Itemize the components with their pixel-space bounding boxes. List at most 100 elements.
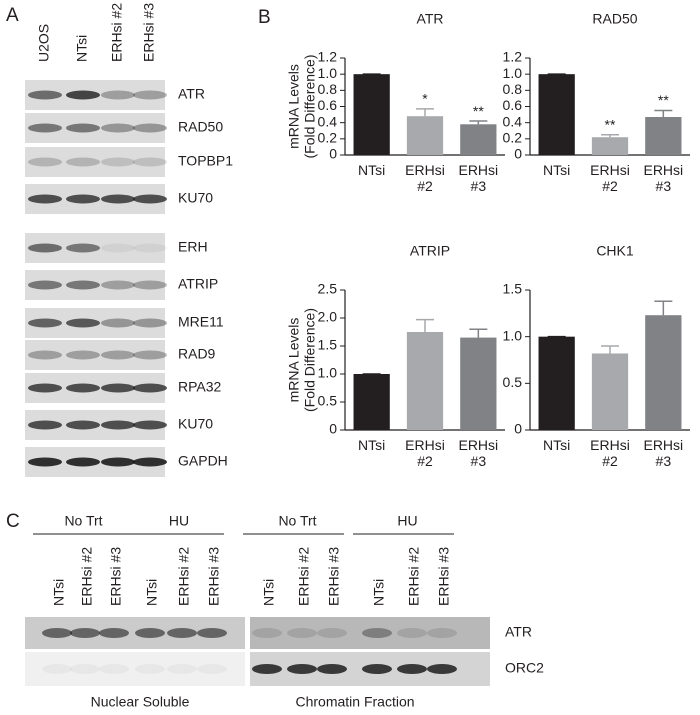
band-label: MRE11 xyxy=(178,314,224,330)
blot-band xyxy=(133,280,167,290)
blot-band xyxy=(101,157,135,167)
blot-band xyxy=(133,420,167,430)
blot-band xyxy=(101,90,135,100)
bar xyxy=(645,315,682,430)
blot-band xyxy=(317,628,347,638)
error-bar xyxy=(416,318,434,332)
blot-band xyxy=(66,123,100,133)
y-tick-label: 0 xyxy=(329,421,337,437)
blot-band xyxy=(133,194,167,204)
blot-band xyxy=(101,194,135,204)
lane-label: ERHsi #2 xyxy=(406,547,422,606)
band-label: TOPBP1 xyxy=(178,153,233,169)
blot-band xyxy=(28,194,62,204)
y-axis-label: mRNA Levels xyxy=(286,318,302,403)
blot-band xyxy=(287,628,317,638)
lane-label: ERHsi #3 xyxy=(108,547,124,606)
blot-strip xyxy=(25,652,245,686)
y-tick-label: 0.6 xyxy=(503,97,523,113)
blot-band xyxy=(133,383,167,393)
y-tick-label: 1.5 xyxy=(503,281,523,297)
blot-band xyxy=(362,664,392,674)
blot-band xyxy=(28,457,62,467)
blot-band xyxy=(427,628,457,638)
panel-label: B xyxy=(258,7,271,28)
x-tick-label: ERHsi #2 xyxy=(405,437,445,469)
blot-band xyxy=(101,457,135,467)
significance-mark: ** xyxy=(658,92,669,108)
blot-band xyxy=(28,280,62,290)
lane-label: ERHsi #2 xyxy=(176,547,192,606)
band-label: RPA32 xyxy=(178,379,222,395)
blot-band xyxy=(135,628,165,638)
blot-band xyxy=(101,383,135,393)
blot-band xyxy=(99,664,129,674)
bar xyxy=(538,336,575,430)
y-tick-label: 0.2 xyxy=(318,130,338,146)
y-tick-label: 0.4 xyxy=(318,113,338,129)
blot-band xyxy=(252,628,282,638)
lane-label: NTsi xyxy=(371,579,387,606)
y-axis-label: (Fold Difference) xyxy=(302,308,318,412)
error-bar xyxy=(469,328,488,338)
y-axis-label: (Fold Difference) xyxy=(302,54,318,158)
bar xyxy=(406,116,444,155)
blot-band xyxy=(42,664,72,674)
blot-band xyxy=(42,628,72,638)
band-label: GAPDH xyxy=(178,453,228,469)
blot-band xyxy=(101,243,135,253)
lane-label: U2OS xyxy=(36,24,52,62)
row-label: ATR xyxy=(505,624,532,640)
blot-band xyxy=(70,628,100,638)
error-bar xyxy=(601,345,619,354)
lane-label: ERHsi #3 xyxy=(326,547,342,606)
significance-mark: ** xyxy=(605,116,616,132)
blot-band xyxy=(133,457,167,467)
error-bar xyxy=(654,300,673,316)
lane-label: NTsi xyxy=(261,579,277,606)
group-label: No Trt xyxy=(64,513,102,529)
chart-title: RAD50 xyxy=(592,11,637,27)
significance-mark: * xyxy=(422,91,428,107)
blot-band xyxy=(197,664,227,674)
band-label: ERH xyxy=(178,239,208,255)
blot-band xyxy=(99,628,129,638)
blot-band xyxy=(397,664,427,674)
blot-band xyxy=(66,157,100,167)
significance-mark: ** xyxy=(473,103,484,119)
y-tick-label: 0.4 xyxy=(503,113,523,129)
y-tick-label: 0 xyxy=(514,146,522,162)
blot-band xyxy=(28,123,62,133)
blot-strip xyxy=(25,340,165,370)
y-tick-label: 0 xyxy=(329,146,337,162)
panel-label: C xyxy=(6,511,20,532)
blot-band xyxy=(28,383,62,393)
x-tick-label: ERHsi #3 xyxy=(458,437,499,469)
blot-band xyxy=(101,123,135,133)
blot-band xyxy=(66,350,100,360)
lane-label: ERHsi #3 xyxy=(436,547,452,606)
blot-band xyxy=(197,628,227,638)
blot-band xyxy=(133,157,167,167)
group-label: HU xyxy=(397,513,417,529)
error-bar xyxy=(416,108,434,117)
y-tick-label: 0.8 xyxy=(503,81,523,97)
y-tick-label: 0.8 xyxy=(318,81,338,97)
x-tick-label: ERHsi #3 xyxy=(643,162,684,194)
fraction-label: Chromatin Fraction xyxy=(295,694,414,710)
blot-band xyxy=(28,157,62,167)
x-tick-label: ERHsi #3 xyxy=(458,162,499,194)
blot-band xyxy=(28,420,62,430)
error-bar xyxy=(601,134,619,138)
blot-band xyxy=(101,280,135,290)
lane-label: NTsi xyxy=(74,35,90,62)
lane-label: ERHsi #3 xyxy=(206,547,222,606)
x-tick-label: NTsi xyxy=(358,437,386,453)
blot-band xyxy=(66,243,100,253)
blot-band xyxy=(287,664,317,674)
blot-band xyxy=(28,90,62,100)
chart-title: ATRIP xyxy=(410,243,450,259)
y-tick-label: 1.0 xyxy=(318,365,338,381)
x-tick-label: NTsi xyxy=(358,162,386,178)
